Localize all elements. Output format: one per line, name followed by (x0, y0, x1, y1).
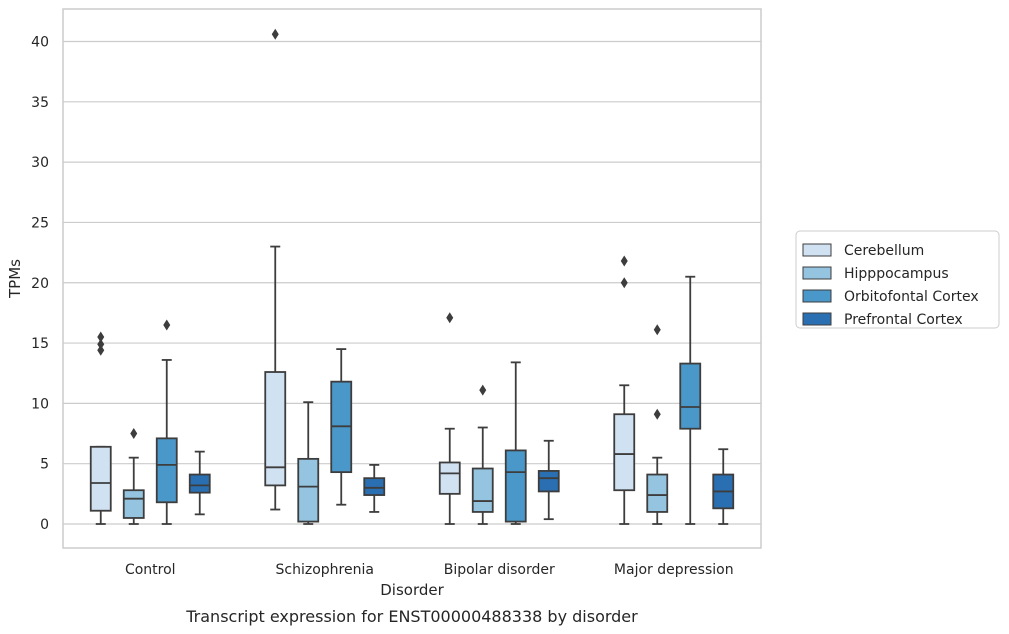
legend-label: Hipppocampus (844, 266, 949, 282)
outlier-point (620, 255, 628, 267)
legend-swatch (802, 289, 832, 303)
plot-frame (62, 8, 762, 549)
box-iqr (264, 371, 287, 487)
y-tick-label: 20 (31, 276, 49, 292)
legend-item-prefrontal-cortex: Prefrontal Cortex (802, 312, 963, 328)
legend-label: Orbitofontal Cortex (844, 289, 979, 305)
x-axis-label: Disorder (380, 581, 444, 599)
outlier-point (97, 331, 105, 343)
x-tick-label-control: Control (125, 562, 176, 578)
legend-swatch (802, 312, 832, 326)
outlier-point (479, 384, 487, 396)
box-iqr (471, 467, 494, 513)
outlier-point (130, 428, 138, 440)
x-tick-label-schizophrenia: Schizophrenia (276, 562, 374, 578)
outlier-point (653, 408, 661, 420)
x-tick-label-bipolar-disorder: Bipolar disorder (444, 562, 555, 578)
box-iqr (155, 437, 178, 504)
outlier-point (163, 319, 171, 331)
legend-label: Cerebellum (844, 243, 924, 259)
box-cerebellum-schizophrenia (264, 28, 287, 511)
box-orbitofontal-cortex-control (155, 319, 178, 525)
x-tick-label-major-depression: Major depression (614, 562, 734, 578)
box-cerebellum-control (89, 331, 112, 525)
legend-swatch (802, 266, 832, 280)
legend-item-orbitofontal-cortex: Orbitofontal Cortex (802, 289, 979, 305)
legend-item-cerebellum: Cerebellum (802, 243, 924, 259)
chart-caption: Transcript expression for ENST0000048833… (185, 607, 638, 626)
y-tick-label: 15 (31, 336, 49, 352)
box-iqr (297, 457, 320, 523)
legend-item-hipppocampus: Hipppocampus (802, 266, 949, 282)
legend: Cerebellum Hipppocampus Orbitofontal Corte… (795, 230, 1000, 329)
box-iqr (679, 362, 702, 430)
outlier-point (271, 28, 279, 40)
box-hipppocampus-schizophrenia (297, 401, 320, 525)
y-tick-label: 0 (40, 517, 49, 533)
y-tick-label: 25 (31, 215, 49, 231)
y-axis-label: TPMs (6, 259, 24, 299)
box-iqr (613, 413, 636, 492)
outlier-point (653, 324, 661, 336)
x-axis-ticks: Control Schizophrenia Bipolar disorder Majo… (125, 562, 734, 578)
box-orbitofontal-cortex-bipolar-disorder (504, 361, 527, 525)
y-tick-label: 30 (31, 155, 49, 171)
y-tick-label: 40 (31, 35, 49, 51)
y-tick-label: 10 (31, 396, 49, 412)
box-iqr (122, 489, 145, 519)
box-orbitofontal-cortex-major-depression (679, 275, 702, 525)
box-orbitofontal-cortex-schizophrenia (330, 348, 353, 506)
box-iqr (646, 473, 669, 513)
box-hipppocampus-bipolar-disorder (471, 384, 494, 525)
box-prefrontal-cortex-bipolar-disorder (537, 439, 560, 521)
box-prefrontal-cortex-major-depression (712, 448, 735, 525)
box-hipppocampus-major-depression (646, 324, 669, 525)
box-iqr (363, 477, 386, 496)
box-iqr (504, 449, 527, 523)
y-tick-label: 5 (40, 457, 49, 473)
outlier-point (446, 312, 454, 324)
gridlines (63, 40, 761, 525)
y-axis-ticks: 0 5 10 15 20 25 30 35 40 (31, 35, 49, 534)
outlier-point (97, 338, 105, 350)
box-iqr (89, 445, 112, 512)
box-iqr (438, 461, 461, 495)
box-cerebellum-major-depression (613, 255, 636, 525)
y-tick-label: 35 (31, 95, 49, 111)
box-iqr (188, 473, 211, 494)
box-iqr (537, 470, 560, 493)
box-hipppocampus-control (122, 428, 145, 525)
outlier-point (620, 277, 628, 289)
legend-frame (795, 230, 1000, 329)
box-prefrontal-cortex-schizophrenia (363, 463, 386, 513)
legend-label: Prefrontal Cortex (844, 312, 963, 328)
box-series (89, 28, 735, 525)
box-prefrontal-cortex-control (188, 450, 211, 516)
outlier-point (97, 344, 105, 356)
box-cerebellum-bipolar-disorder (438, 312, 461, 525)
legend-swatch (802, 243, 832, 257)
